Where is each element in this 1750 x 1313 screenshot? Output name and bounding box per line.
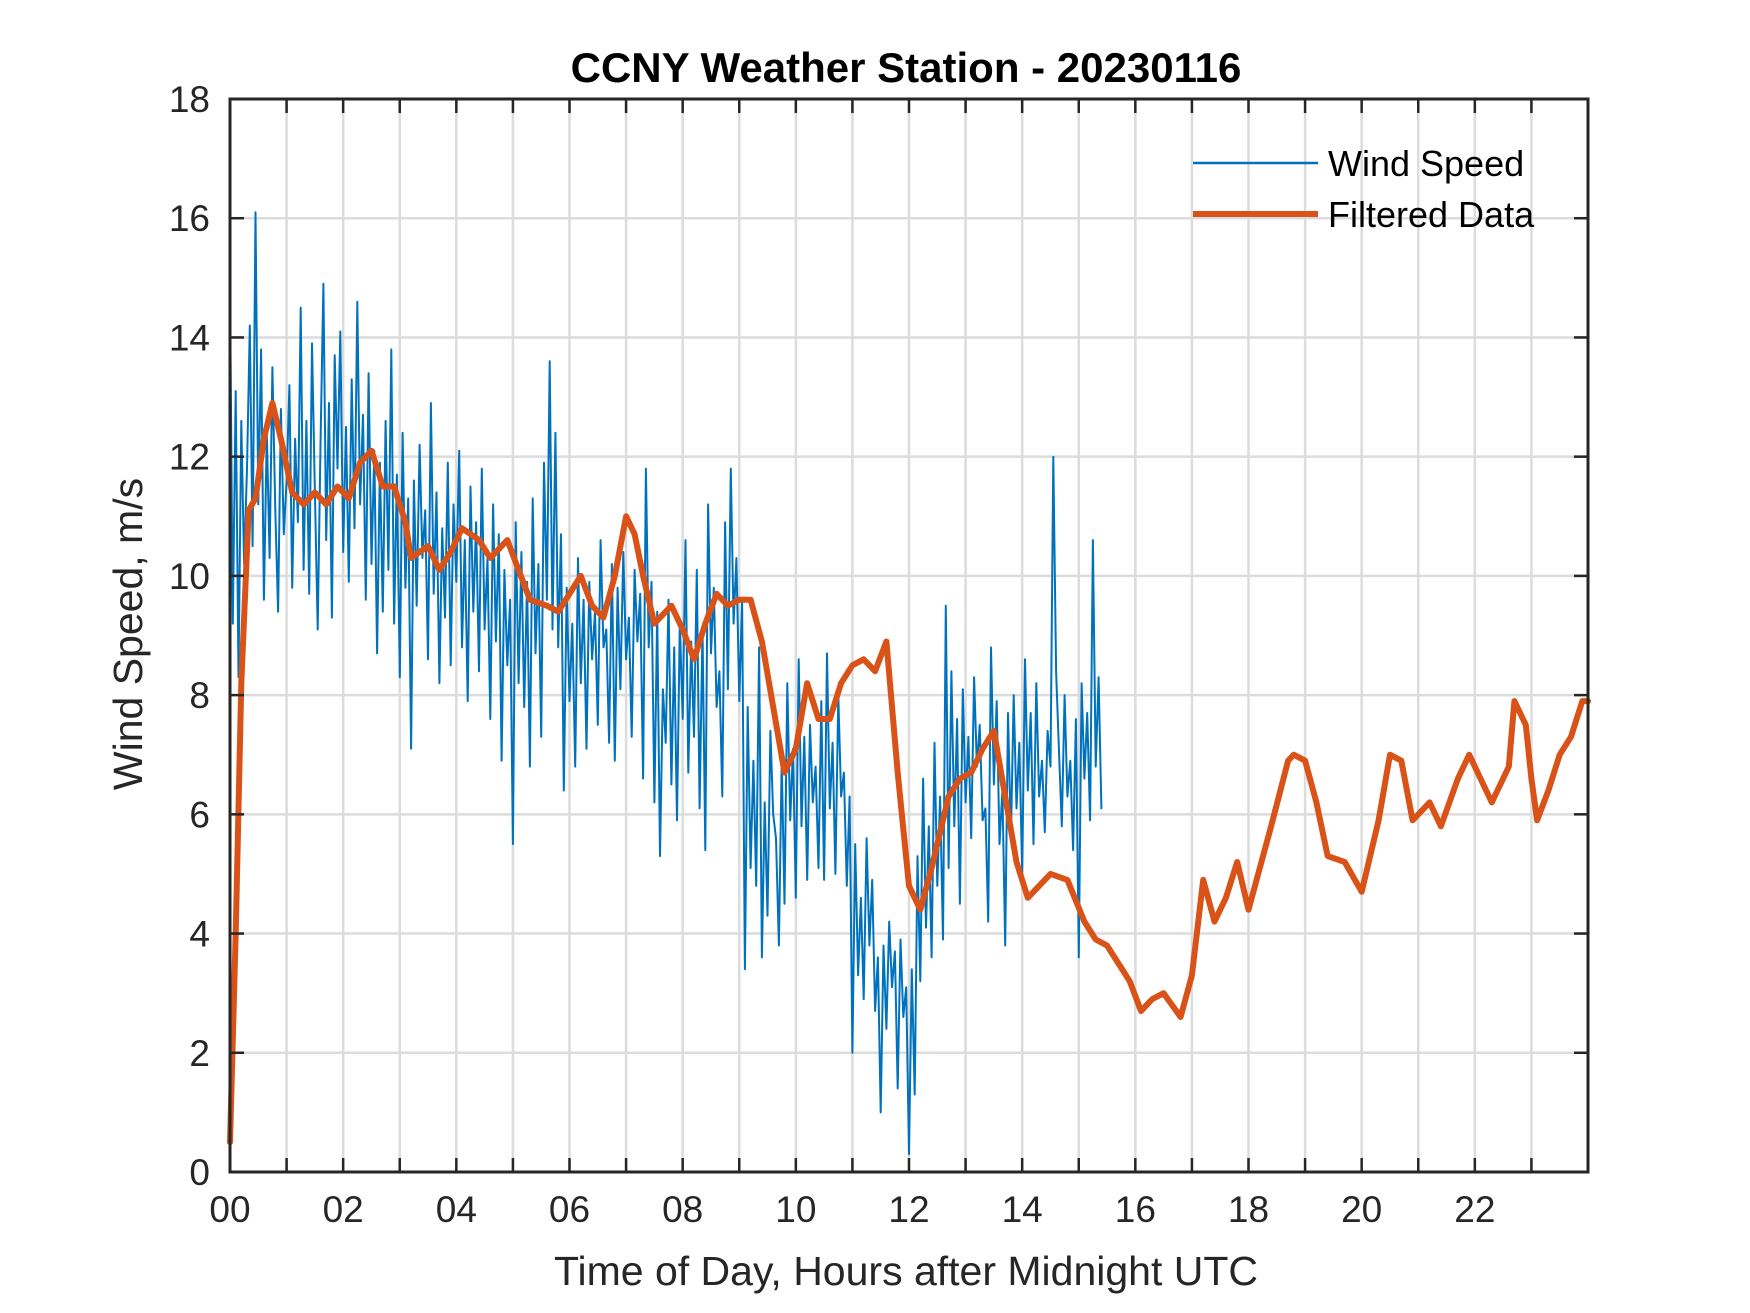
series-layer (227, 211, 1591, 1156)
y-tick-label: 16 (169, 198, 210, 239)
y-tick-label: 4 (189, 914, 210, 955)
ticks (230, 97, 1588, 1174)
x-tick-labels: 00 02 04 06 08 10 12 14 16 18 20 22 (209, 1189, 1495, 1230)
x-tick-label: 18 (1228, 1189, 1269, 1230)
x-tick-label: 04 (436, 1189, 477, 1230)
x-tick-label: 06 (549, 1189, 590, 1230)
y-axis-label: Wind Speed, m/s (105, 478, 151, 790)
legend-label-filtered-data: Filtered Data (1328, 194, 1535, 235)
y-tick-label: 18 (169, 79, 210, 120)
x-tick-label: 22 (1454, 1189, 1495, 1230)
plot-area (227, 97, 1591, 1174)
x-tick-label: 08 (662, 1189, 703, 1230)
y-tick-label: 0 (189, 1152, 210, 1193)
y-tick-labels: 0 2 4 6 8 10 12 14 16 18 (169, 79, 210, 1193)
chart-title: CCNY Weather Station - 20230116 (571, 44, 1242, 91)
y-tick-label: 14 (169, 317, 210, 358)
x-tick-label: 00 (209, 1189, 250, 1230)
y-tick-label: 8 (189, 675, 210, 716)
x-tick-label: 20 (1341, 1189, 1382, 1230)
y-tick-label: 12 (169, 437, 210, 478)
x-tick-label: 02 (323, 1189, 364, 1230)
series-line-filtered-data (227, 400, 1591, 1146)
x-tick-label: 12 (888, 1189, 929, 1230)
series-line-wind-speed (229, 211, 1103, 1156)
x-tick-label: 10 (775, 1189, 816, 1230)
x-tick-label: 16 (1115, 1189, 1156, 1230)
legend: Wind Speed Filtered Data (1193, 143, 1535, 235)
x-axis-label: Time of Day, Hours after Midnight UTC (554, 1248, 1258, 1294)
y-tick-label: 2 (189, 1033, 210, 1074)
legend-label-wind-speed: Wind Speed (1328, 143, 1524, 184)
x-tick-label: 14 (1002, 1189, 1043, 1230)
y-tick-label: 6 (189, 794, 210, 835)
y-tick-label: 10 (169, 556, 210, 597)
